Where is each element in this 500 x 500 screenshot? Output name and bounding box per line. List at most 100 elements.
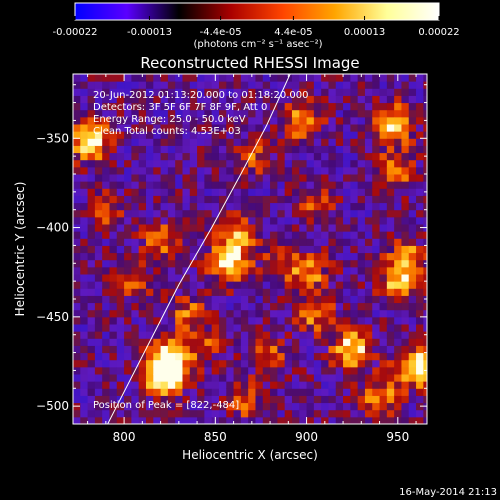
- heatmap-cell: [124, 366, 132, 375]
- heatmap-cell: [255, 181, 264, 189]
- heatmap-cell: [73, 366, 81, 375]
- heatmap-cell: [204, 116, 213, 125]
- heatmap-cell: [102, 195, 110, 204]
- heatmap-cell: [284, 266, 293, 275]
- heatmap-cell: [386, 345, 395, 354]
- heatmap-cell: [226, 202, 235, 211]
- heatmap-cell: [87, 259, 96, 268]
- heatmap-cell: [116, 195, 125, 204]
- heatmap-cell: [328, 309, 337, 318]
- heatmap-cell: [204, 295, 213, 304]
- heatmap-cell: [233, 324, 242, 332]
- heatmap-cell: [299, 338, 308, 346]
- heatmap-cell: [182, 109, 191, 118]
- heatmap-cell: [109, 181, 118, 189]
- heatmap-cell: [167, 245, 176, 254]
- heatmap-cell: [138, 238, 147, 246]
- heatmap-cell: [386, 74, 395, 82]
- heatmap-cell: [328, 274, 337, 282]
- heatmap-cell: [131, 166, 140, 175]
- heatmap-cell: [233, 374, 242, 382]
- heatmap-cell: [386, 259, 395, 268]
- heatmap-cell: [175, 181, 183, 189]
- annotation-clean-counts: Clean Total counts: 4.53E+03: [93, 126, 241, 137]
- heatmap-cell: [364, 216, 373, 225]
- heatmap-cell: [357, 116, 366, 125]
- heatmap-cell: [218, 116, 227, 125]
- heatmap-cell: [197, 309, 205, 318]
- heatmap-cell: [379, 216, 388, 225]
- heatmap-cell: [313, 416, 322, 424]
- heatmap-cell: [138, 288, 147, 296]
- heatmap-cell: [153, 81, 162, 89]
- heatmap-cell: [270, 288, 278, 296]
- heatmap-cell: [408, 124, 417, 132]
- heatmap-cell: [211, 174, 220, 182]
- heatmap-cell: [116, 74, 125, 82]
- heatmap-cell: [138, 295, 147, 304]
- heatmap-cell: [313, 195, 322, 204]
- heatmap-cell: [423, 131, 427, 139]
- heatmap-cell: [248, 416, 256, 424]
- heatmap-cell: [321, 316, 329, 325]
- heatmap-cell: [423, 316, 427, 325]
- heatmap-cell: [167, 166, 176, 175]
- heatmap-cell: [284, 281, 293, 289]
- heatmap-cell: [182, 345, 191, 354]
- heatmap-cell: [73, 274, 81, 282]
- heatmap-cell: [321, 131, 329, 139]
- heatmap-cell: [160, 324, 169, 332]
- heatmap-cell: [364, 81, 373, 89]
- heatmap-cell: [189, 202, 198, 211]
- heatmap-cell: [189, 159, 198, 168]
- heatmap-cell: [357, 366, 366, 375]
- heatmap-cell: [182, 216, 191, 225]
- heatmap-cell: [291, 74, 300, 82]
- heatmap-cell: [306, 359, 315, 368]
- heatmap-cell: [175, 245, 183, 254]
- heatmap-cell: [255, 288, 264, 296]
- colorbar-tick-label: -0.00022: [53, 27, 98, 38]
- heatmap-cell: [335, 259, 344, 268]
- heatmap-cell: [116, 402, 125, 411]
- heatmap-cell: [255, 295, 264, 304]
- heatmap-cell: [204, 359, 213, 368]
- heatmap-cell: [167, 131, 176, 139]
- heatmap-cell: [218, 324, 227, 332]
- heatmap-cell: [189, 216, 198, 225]
- heatmap-cell: [182, 309, 191, 318]
- heatmap-cell: [153, 366, 162, 375]
- heatmap-cell: [116, 374, 125, 382]
- heatmap-cell: [226, 74, 235, 82]
- heatmap-cell: [306, 331, 315, 339]
- heatmap-cell: [197, 124, 205, 132]
- heatmap-cell: [73, 209, 81, 218]
- heatmap-cell: [321, 166, 329, 175]
- heatmap-cell: [386, 131, 395, 139]
- heatmap-cell: [145, 174, 154, 182]
- heatmap-cell: [167, 288, 176, 296]
- heatmap-cell: [408, 152, 417, 161]
- heatmap-cell: [116, 316, 125, 325]
- heatmap-cell: [372, 302, 381, 311]
- heatmap-cell: [204, 224, 213, 232]
- heatmap-cell: [131, 416, 140, 424]
- heatmap-cell: [248, 288, 256, 296]
- heatmap-cell: [189, 224, 198, 232]
- heatmap-cell: [401, 402, 410, 411]
- heatmap-cell: [218, 245, 227, 254]
- heatmap-cell: [175, 331, 183, 339]
- heatmap-cell: [364, 259, 373, 268]
- heatmap-cell: [364, 231, 373, 239]
- heatmap-cell: [116, 159, 125, 168]
- heatmap-cell: [284, 124, 293, 132]
- heatmap-cell: [131, 359, 140, 368]
- heatmap-cell: [167, 338, 176, 346]
- heatmap-cell: [138, 281, 147, 289]
- heatmap-cell: [248, 231, 256, 239]
- heatmap-cell: [379, 352, 388, 361]
- heatmap-cell: [167, 352, 176, 361]
- heatmap-cell: [233, 402, 242, 411]
- heatmap-cell: [116, 145, 125, 154]
- heatmap-cell: [335, 381, 344, 389]
